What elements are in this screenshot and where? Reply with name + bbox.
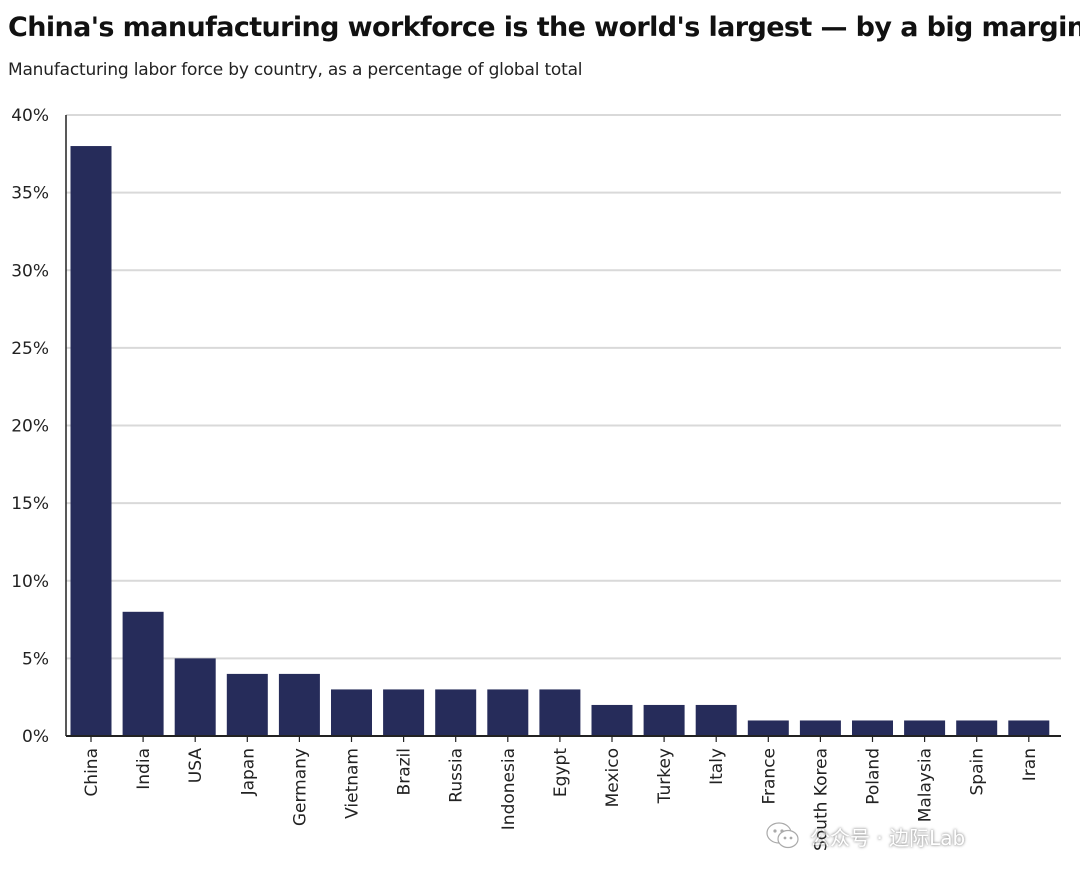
x-tick-label: Turkey: [655, 748, 675, 804]
chart-subtitle: Manufacturing labor force by country, as…: [8, 60, 583, 80]
bar: [435, 689, 477, 736]
x-tick-label: Vietnam: [343, 748, 363, 819]
bar: [904, 720, 946, 736]
x-tick-label: Japan: [238, 748, 258, 796]
x-tick-label: Iran: [1020, 748, 1040, 781]
y-tick-label: 5%: [22, 649, 49, 669]
chart-title: China's manufacturing workforce is the w…: [8, 12, 1080, 43]
x-tick-label: Indonesia: [499, 748, 519, 830]
bar: [383, 689, 425, 736]
y-tick-label: 20%: [11, 417, 49, 437]
x-tick-label: Mexico: [603, 748, 623, 807]
wechat-icon: [766, 822, 800, 850]
y-tick-label: 25%: [11, 339, 49, 359]
bar: [852, 720, 893, 736]
bar: [747, 720, 789, 736]
x-tick-label: USA: [186, 748, 206, 784]
bar: [539, 689, 581, 736]
y-tick-label: 10%: [11, 572, 49, 592]
bar: [331, 689, 372, 736]
x-tick-label: Italy: [707, 748, 727, 785]
x-tick-label: Germany: [290, 748, 310, 826]
bar: [278, 673, 320, 736]
watermark-text: 公众号 · 边际Lab: [810, 825, 966, 850]
bar: [122, 611, 164, 736]
bar: [174, 658, 216, 736]
y-tick-label: 30%: [11, 261, 49, 281]
x-tick-label: China: [82, 748, 102, 797]
x-tick-label: Spain: [968, 748, 988, 796]
watermark: 公众号 · 边际Lab: [766, 818, 965, 854]
x-tick-label: South Korea: [811, 748, 831, 851]
bar: [487, 689, 529, 736]
bar: [591, 704, 633, 736]
y-tick-label: 40%: [11, 106, 49, 126]
y-tick-label: 15%: [11, 494, 49, 514]
bar: [70, 146, 112, 737]
x-tick-label: Brazil: [395, 748, 415, 795]
x-tick-label: Poland: [864, 748, 884, 805]
x-tick-label: Malaysia: [916, 748, 936, 822]
bar: [695, 704, 737, 736]
x-tick-label: Russia: [447, 748, 467, 803]
bar: [799, 720, 841, 736]
x-tick-label: France: [759, 748, 779, 805]
bar: [643, 704, 685, 736]
x-tick-label: Egypt: [551, 748, 571, 797]
bar: [1008, 720, 1050, 736]
x-tick-label: India: [134, 748, 154, 790]
y-tick-label: 0%: [22, 727, 49, 747]
bar: [226, 673, 268, 736]
y-tick-label: 35%: [11, 184, 49, 204]
bar: [956, 720, 998, 736]
